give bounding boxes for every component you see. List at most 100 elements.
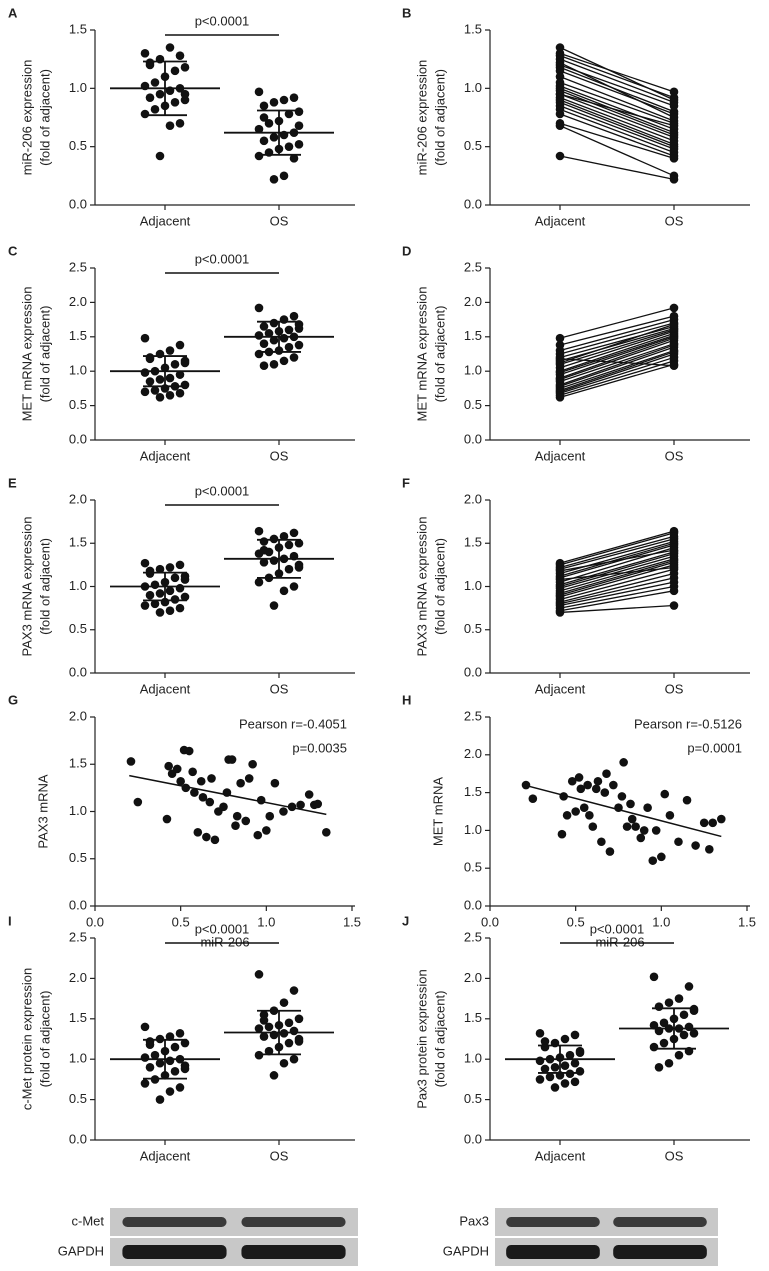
y-tick-label: 0.0 xyxy=(464,664,482,679)
data-point xyxy=(279,171,289,181)
pair-line xyxy=(559,530,675,564)
y-tick-label: 2.0 xyxy=(69,970,87,985)
data-point xyxy=(555,566,565,576)
data-point xyxy=(264,329,274,338)
data-point xyxy=(649,1042,659,1052)
data-point xyxy=(294,140,304,149)
data-point xyxy=(126,757,136,766)
data-point xyxy=(155,349,165,359)
data-point xyxy=(259,136,269,146)
data-point xyxy=(540,1037,550,1046)
data-point xyxy=(284,1018,294,1028)
y-tick-label: 0.5 xyxy=(464,1091,482,1106)
data-point xyxy=(170,1042,180,1052)
y-tick-label: 0.0 xyxy=(69,897,87,912)
panel: F PAX3 mRNA expression (fold of adjacent) 0… xyxy=(402,475,750,696)
data-point xyxy=(565,1050,575,1060)
pair-line xyxy=(559,62,675,119)
panel: J Pax3 protein expression (fold of adjacen… xyxy=(402,913,750,1266)
data-point xyxy=(284,109,294,119)
data-point xyxy=(145,1062,155,1072)
data-point xyxy=(269,1071,279,1080)
data-point xyxy=(674,994,684,1003)
blot-band xyxy=(241,1245,346,1259)
data-point xyxy=(145,566,155,576)
data-point xyxy=(279,356,289,366)
data-point xyxy=(180,89,190,99)
data-point xyxy=(269,601,279,610)
pair-line xyxy=(559,322,675,355)
x-tick-label: 1.5 xyxy=(738,914,756,929)
y-tick-label: 1.0 xyxy=(69,803,87,818)
x-axis-label: miR-206 xyxy=(595,934,644,949)
data-point xyxy=(691,841,700,850)
y-axis-label: (fold of adjacent) xyxy=(432,991,447,1088)
pair-line xyxy=(559,329,675,365)
data-point xyxy=(188,767,197,777)
data-point xyxy=(617,792,627,801)
data-point xyxy=(669,154,679,163)
annotation: Pearson r=-0.5126 xyxy=(634,716,742,731)
data-point xyxy=(570,1058,580,1068)
x-tick-label: 1.0 xyxy=(652,914,670,929)
y-tick-label: 0.5 xyxy=(464,860,482,875)
panel-letter: J xyxy=(402,913,409,928)
data-point xyxy=(145,58,155,67)
data-point xyxy=(654,1062,664,1072)
data-point xyxy=(535,1029,545,1038)
y-tick-label: 0.5 xyxy=(69,621,87,636)
panel-letter: E xyxy=(8,475,17,490)
data-point xyxy=(575,1067,585,1076)
panel-letter: C xyxy=(8,243,18,258)
data-point xyxy=(145,377,155,386)
data-point xyxy=(322,827,331,837)
data-point xyxy=(555,109,565,119)
data-point xyxy=(669,586,679,596)
y-tick-label: 1.5 xyxy=(69,535,87,550)
data-point xyxy=(708,818,718,828)
y-tick-label: 0.0 xyxy=(464,897,482,912)
x-tick-label: OS xyxy=(665,1148,684,1163)
x-tick-label: OS xyxy=(270,448,289,463)
data-point xyxy=(155,393,165,402)
sd-bar xyxy=(143,571,187,602)
data-point xyxy=(175,370,185,379)
data-point xyxy=(579,803,589,813)
pair-line xyxy=(559,318,675,352)
data-point xyxy=(560,1079,570,1088)
data-point xyxy=(175,119,185,128)
x-tick-label: OS xyxy=(665,681,684,696)
data-point xyxy=(669,121,679,130)
data-point xyxy=(170,360,180,369)
data-point xyxy=(699,818,709,828)
data-point xyxy=(649,972,659,982)
data-point xyxy=(535,1056,545,1066)
data-point xyxy=(279,333,289,343)
data-point xyxy=(165,346,175,355)
data-point xyxy=(269,335,279,345)
x-tick-label: Adjacent xyxy=(535,213,586,228)
data-point xyxy=(170,98,180,107)
y-tick-label: 0.5 xyxy=(69,397,87,412)
data-point xyxy=(279,807,288,816)
y-axis-label: MET mRNA xyxy=(430,777,445,846)
annotation: p=0.0001 xyxy=(687,740,742,755)
y-tick-label: 2.5 xyxy=(69,929,87,944)
pair-line xyxy=(559,346,675,387)
blot-band xyxy=(122,1217,227,1227)
data-point xyxy=(264,1022,274,1032)
data-point xyxy=(165,606,175,616)
data-point xyxy=(180,1061,190,1070)
pair-line xyxy=(559,52,675,93)
y-tick-label: 1.0 xyxy=(464,578,482,593)
data-point xyxy=(284,342,294,352)
data-point xyxy=(259,557,269,567)
sd-bar xyxy=(257,538,301,579)
data-point xyxy=(232,811,242,821)
data-point xyxy=(155,1058,165,1068)
pair-line xyxy=(559,555,675,589)
data-point xyxy=(256,795,266,805)
data-point xyxy=(184,746,194,756)
